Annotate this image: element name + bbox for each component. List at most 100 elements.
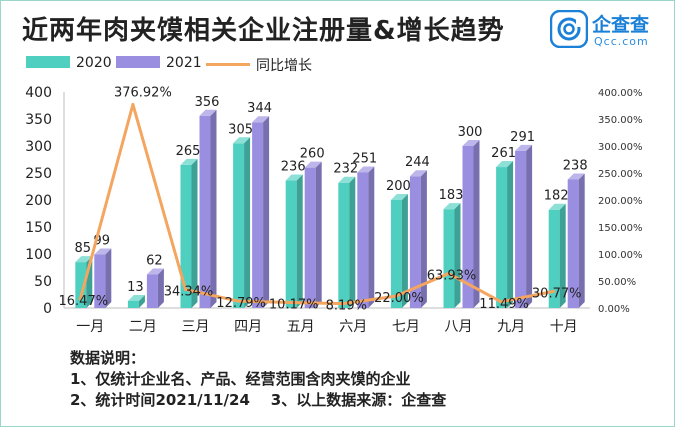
notes-heading: 数据说明：	[70, 349, 146, 367]
legend-swatch-growth	[206, 63, 250, 66]
bar-2020-side	[401, 194, 408, 308]
bar-2020	[127, 300, 139, 308]
legend-item-growth: 同比增长	[206, 55, 312, 75]
growth-point	[499, 300, 503, 304]
data-label-2021: 344	[247, 101, 272, 116]
y-tick-left-label: 400	[25, 85, 52, 101]
bar-2020-side	[244, 137, 251, 308]
bar-2021-side	[526, 144, 533, 308]
bar-2020-side	[138, 294, 145, 308]
data-label-2021: 251	[352, 151, 377, 166]
notes-line-1: 1、仅统计企业名、产品、经营范围含肉夹馍的企业	[70, 370, 411, 388]
legend-label-2021: 2021	[166, 55, 202, 71]
legend-label-2020: 2020	[76, 55, 112, 71]
x-tick-label: 七月	[392, 319, 420, 335]
bar-2020	[548, 209, 560, 308]
data-label-2020: 236	[281, 160, 306, 175]
bar-2021-top	[252, 116, 270, 123]
bar-2021	[409, 176, 421, 308]
bar-2020	[338, 182, 350, 308]
y-tick-left-label: 250	[25, 166, 52, 182]
bar-2020-top	[75, 256, 93, 263]
bar-2020-top	[338, 176, 356, 183]
bar-2020-top	[127, 294, 145, 301]
bar-2021-side	[263, 116, 270, 309]
growth-data-label: 34.34%	[164, 284, 214, 299]
bar-2020-top	[285, 174, 303, 181]
data-label-2020: 265	[176, 144, 201, 159]
bar-2020	[285, 180, 297, 308]
bar-2021-top	[94, 248, 112, 255]
bar-2021	[252, 122, 264, 309]
data-label-2020: 13	[127, 280, 144, 295]
growth-point	[78, 297, 82, 301]
growth-point	[341, 302, 345, 306]
bar-2021-side	[578, 173, 585, 308]
data-label-2021: 238	[563, 158, 588, 173]
growth-data-label: 63.93%	[427, 268, 477, 283]
growth-data-label: 8.19%	[326, 299, 367, 314]
x-tick-label: 十月	[550, 319, 578, 335]
bar-2021-top	[304, 161, 322, 168]
y-tick-left-label: 350	[25, 112, 52, 128]
x-tick-label: 三月	[182, 319, 210, 335]
y-tick-right-label: 400.00%	[598, 88, 643, 99]
bar-2021-top	[515, 144, 533, 151]
y-tick-left-label: 50	[34, 274, 52, 290]
bar-2021-top	[357, 166, 375, 173]
data-label-2021: 300	[458, 125, 483, 140]
y-tick-right-label: 0.00%	[598, 304, 630, 315]
bar-2020-side	[454, 203, 461, 308]
qcc-logo-icon	[550, 10, 588, 48]
bar-2021-side	[157, 268, 164, 308]
x-tick-label: 四月	[234, 319, 262, 335]
bar-2021	[94, 254, 106, 308]
bar-2020	[180, 164, 192, 308]
chart-title: 近两年肉夹馍相关企业注册量&增长趋势	[22, 16, 505, 46]
bar-2020-side	[296, 174, 303, 308]
y-tick-left-label: 200	[25, 193, 52, 209]
data-label-2020: 200	[386, 179, 411, 194]
legend-label-growth: 同比增长	[256, 58, 312, 74]
y-tick-left-label: 150	[25, 220, 52, 236]
brand-name: 企查查	[592, 14, 650, 36]
growth-point	[289, 301, 293, 305]
x-tick-label: 六月	[339, 319, 367, 335]
bar-2020	[390, 200, 402, 308]
bar-2021	[515, 150, 527, 308]
bar-2020-top	[548, 203, 566, 210]
data-label-2020: 182	[544, 189, 569, 204]
y-tick-right-label: 150.00%	[598, 223, 643, 234]
x-tick-label: 二月	[129, 319, 157, 335]
y-tick-right-label: 250.00%	[598, 169, 643, 180]
bar-2020-top	[233, 137, 251, 144]
legend-item-2021: 2021	[116, 55, 202, 71]
bar-2021	[146, 274, 158, 308]
bar-2020-side	[559, 203, 566, 308]
data-label-2020: 261	[491, 146, 516, 161]
legend-swatch-2021	[116, 56, 160, 68]
y-tick-left-label: 100	[25, 247, 52, 263]
bar-2020	[233, 143, 245, 308]
bar-2021	[567, 179, 579, 308]
data-label-2021: 62	[146, 254, 163, 269]
growth-data-label: 30.77%	[532, 286, 582, 301]
growth-data-label: 16.47%	[59, 294, 109, 309]
data-label-2021: 356	[195, 95, 220, 110]
data-label-2020: 183	[439, 188, 464, 203]
bar-2021-side	[368, 166, 375, 308]
bar-2020	[496, 167, 508, 308]
growth-data-label: 12.79%	[216, 296, 266, 311]
bar-2020-side	[349, 176, 356, 308]
bar-2021-top	[567, 173, 585, 180]
notes-line-2: 2、统计时间2021/11/24 3、以上数据来源：企查查	[70, 391, 447, 409]
bar-2020-side	[191, 158, 198, 308]
y-tick-right-label: 100.00%	[598, 250, 643, 261]
bar-2020-top	[180, 158, 198, 165]
bar-2021	[462, 146, 474, 308]
bar-2020	[443, 209, 455, 308]
bar-2021-top	[409, 170, 427, 177]
y-tick-right-label: 300.00%	[598, 142, 643, 153]
growth-line	[78, 102, 554, 306]
x-tick-label: 九月	[497, 319, 525, 335]
